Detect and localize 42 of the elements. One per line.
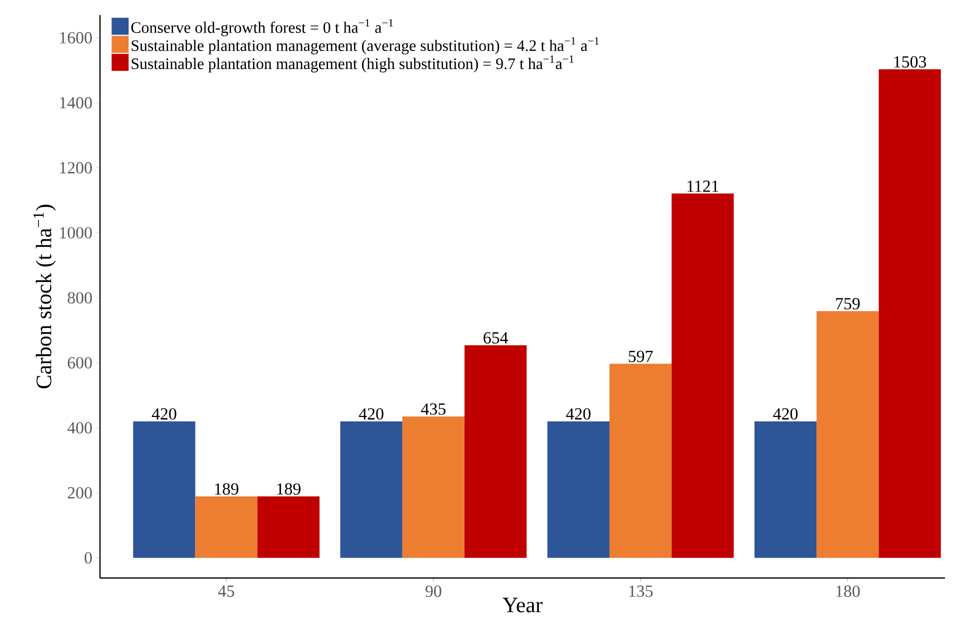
data-label: 654 — [484, 332, 508, 344]
bar — [133, 421, 196, 558]
y-tick-label: 400 — [67, 422, 92, 434]
legend-label: Conserve old-growth forest = 0 t ha$^{−1}$ a$^{−1}$ — [131, 19, 393, 36]
data-label: 189 — [215, 483, 238, 495]
bar — [257, 496, 320, 558]
bar — [340, 421, 402, 558]
y-tick-label: 600 — [68, 357, 92, 369]
data-label: 1121 — [688, 180, 718, 192]
data-label: 420 — [358, 408, 384, 420]
y-tick-label: 1400 — [60, 97, 92, 108]
y-tick-label: 1600 — [60, 32, 92, 44]
x-tick-label: 135 — [629, 586, 653, 597]
bar — [672, 193, 734, 558]
data-label: 420 — [773, 408, 798, 420]
bar — [195, 496, 258, 558]
bar — [816, 311, 879, 558]
y-tick-label: 200 — [68, 487, 92, 499]
y-tick-label: 1200 — [60, 162, 92, 174]
data-label: 435 — [421, 403, 446, 415]
y-axis-title: Carbon stock (t ha$^{−1}$) — [33, 204, 56, 388]
bar — [609, 364, 672, 558]
legend-label: Sustainable plantation management (high substitution) = 9.7 t ha$^{−1}$a$^{−1}$ — [132, 55, 574, 72]
bar — [547, 421, 610, 558]
data-label: 759 — [836, 298, 860, 310]
bar — [878, 69, 941, 558]
x-tick-label: 90 — [426, 586, 442, 597]
y-tick-label: 0 — [84, 552, 92, 564]
legend-label: Sustainable plantation management (average substitution) = 4.2 t ha$^{−1}$ a$^{−1}$ — [132, 37, 599, 54]
bar — [402, 416, 465, 558]
bar — [464, 345, 527, 558]
data-label: 420 — [152, 408, 176, 420]
bar — [754, 421, 817, 558]
data-label: 1503 — [894, 56, 926, 68]
x-axis-title: Year — [502, 598, 543, 612]
x-tick-label: 45 — [218, 586, 234, 597]
x-tick-label: 180 — [836, 586, 860, 597]
data-label: 597 — [628, 350, 653, 362]
y-tick-label: 1000 — [60, 227, 92, 239]
data-label: 189 — [277, 483, 300, 495]
data-label: 420 — [566, 408, 590, 420]
y-tick-label: 800 — [68, 292, 92, 304]
